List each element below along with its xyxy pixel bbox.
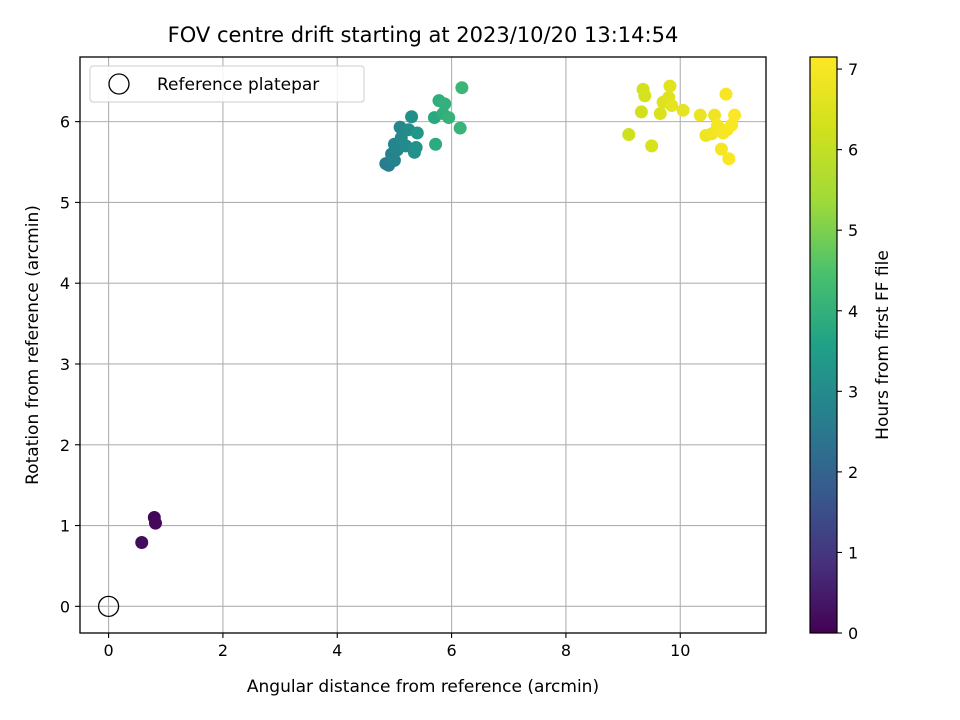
data-point: [663, 79, 677, 93]
data-point: [405, 110, 419, 124]
y-tick-label: 2: [60, 436, 70, 455]
x-tick-label: 6: [446, 641, 456, 660]
x-tick-label: 10: [670, 641, 690, 660]
data-point: [409, 140, 423, 154]
data-point: [665, 98, 679, 112]
colorbar-tick-label: 0: [848, 624, 858, 643]
y-tick-label: 1: [60, 517, 70, 536]
colorbar: 0 1 2 3 4 5 6 7 Hours from first FF file: [809, 56, 893, 643]
y-tick-label: 6: [60, 113, 70, 132]
colorbar-tick-label: 6: [848, 141, 858, 160]
data-point: [387, 153, 401, 167]
grid-lines: [80, 57, 766, 633]
data-point: [638, 89, 652, 103]
colorbar-gradient: [809, 56, 838, 634]
data-point: [148, 516, 162, 530]
y-axis-label: Rotation from reference (arcmin): [23, 205, 43, 485]
colorbar-ticks: 0 1 2 3 4 5 6 7: [837, 60, 858, 643]
x-tick-label: 0: [103, 641, 113, 660]
data-point: [693, 108, 707, 122]
data-point: [455, 81, 469, 95]
data-point: [708, 108, 722, 122]
data-point: [653, 107, 667, 121]
data-point: [429, 137, 443, 151]
data-point: [622, 128, 636, 142]
data-point: [442, 111, 456, 125]
data-point: [634, 105, 648, 119]
legend-marker-open-circle: [108, 73, 130, 95]
y-tick-label: 5: [60, 193, 70, 212]
plot-area-frame: [79, 56, 767, 634]
colorbar-tick-label: 7: [848, 60, 858, 79]
data-point: [719, 87, 733, 101]
colorbar-tick-label: 5: [848, 221, 858, 240]
y-tick-label: 3: [60, 355, 70, 374]
x-tick-label: 4: [332, 641, 342, 660]
data-point: [722, 152, 736, 166]
legend: Reference platepar: [89, 65, 365, 103]
x-tick-label: 2: [218, 641, 228, 660]
x-tick-label: 8: [561, 641, 571, 660]
colorbar-tick-label: 1: [848, 543, 858, 562]
legend-box: [89, 65, 365, 103]
colorbar-tick-label: 4: [848, 302, 858, 321]
colorbar-label: Hours from first FF file: [873, 250, 893, 440]
data-point: [453, 121, 467, 135]
data-point: [714, 142, 728, 156]
y-tick-label: 0: [60, 597, 70, 616]
data-point: [438, 97, 452, 111]
data-point: [645, 139, 659, 153]
data-points: [97, 79, 742, 617]
data-point: [676, 103, 690, 117]
legend-entry-label: Reference platepar: [157, 75, 319, 95]
reference-platepar-marker: [97, 595, 120, 617]
colorbar-tick-label: 2: [848, 463, 858, 482]
colorbar-tick-label: 3: [848, 382, 858, 401]
data-point: [728, 108, 742, 122]
data-point: [135, 536, 149, 550]
chart-title: FOV centre drift starting at 2023/10/20 …: [168, 23, 679, 47]
y-tick-label: 4: [60, 274, 70, 293]
x-axis-label: Angular distance from reference (arcmin): [247, 677, 599, 697]
axis-ticks: 0 2 4 6 8 10 0 1 2 3 4 5 6: [60, 113, 691, 660]
data-point: [410, 126, 424, 140]
